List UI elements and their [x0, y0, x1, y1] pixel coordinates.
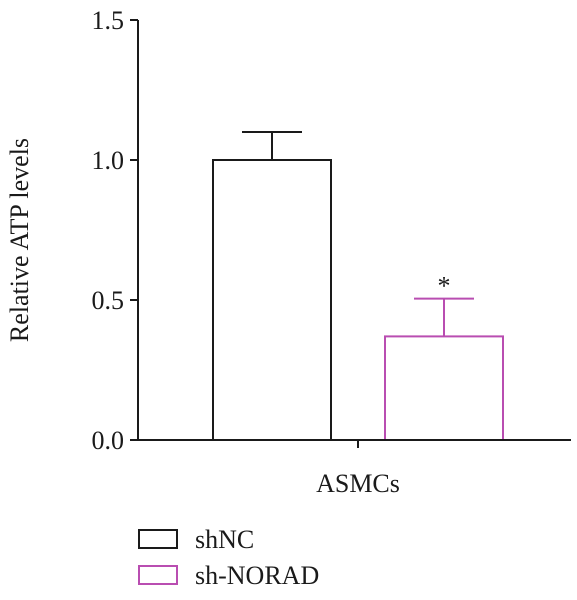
legend: shNC sh-NORAD	[138, 525, 319, 590]
y-axis-label: Relative ATP levels	[5, 138, 34, 342]
y-tick-label: 0.5	[92, 286, 125, 315]
y-tick-label: 0.0	[92, 426, 125, 455]
bar-shNC	[212, 159, 332, 441]
x-category-label: ASMCs	[316, 469, 400, 498]
legend-label: sh-NORAD	[195, 561, 319, 590]
legend-swatch-shNC	[138, 529, 178, 549]
y-axis-ticks: 0.0 0.5 1.0 1.5	[92, 6, 138, 455]
bar-sh-NORAD	[384, 335, 504, 441]
y-tick-label: 1.5	[92, 6, 125, 35]
y-tick-label: 1.0	[92, 146, 125, 175]
axes	[137, 20, 571, 448]
plot-area: *	[212, 131, 504, 441]
legend-swatch-sh-NORAD	[138, 565, 178, 585]
significance-label: *	[438, 272, 451, 301]
legend-label: shNC	[195, 525, 254, 554]
